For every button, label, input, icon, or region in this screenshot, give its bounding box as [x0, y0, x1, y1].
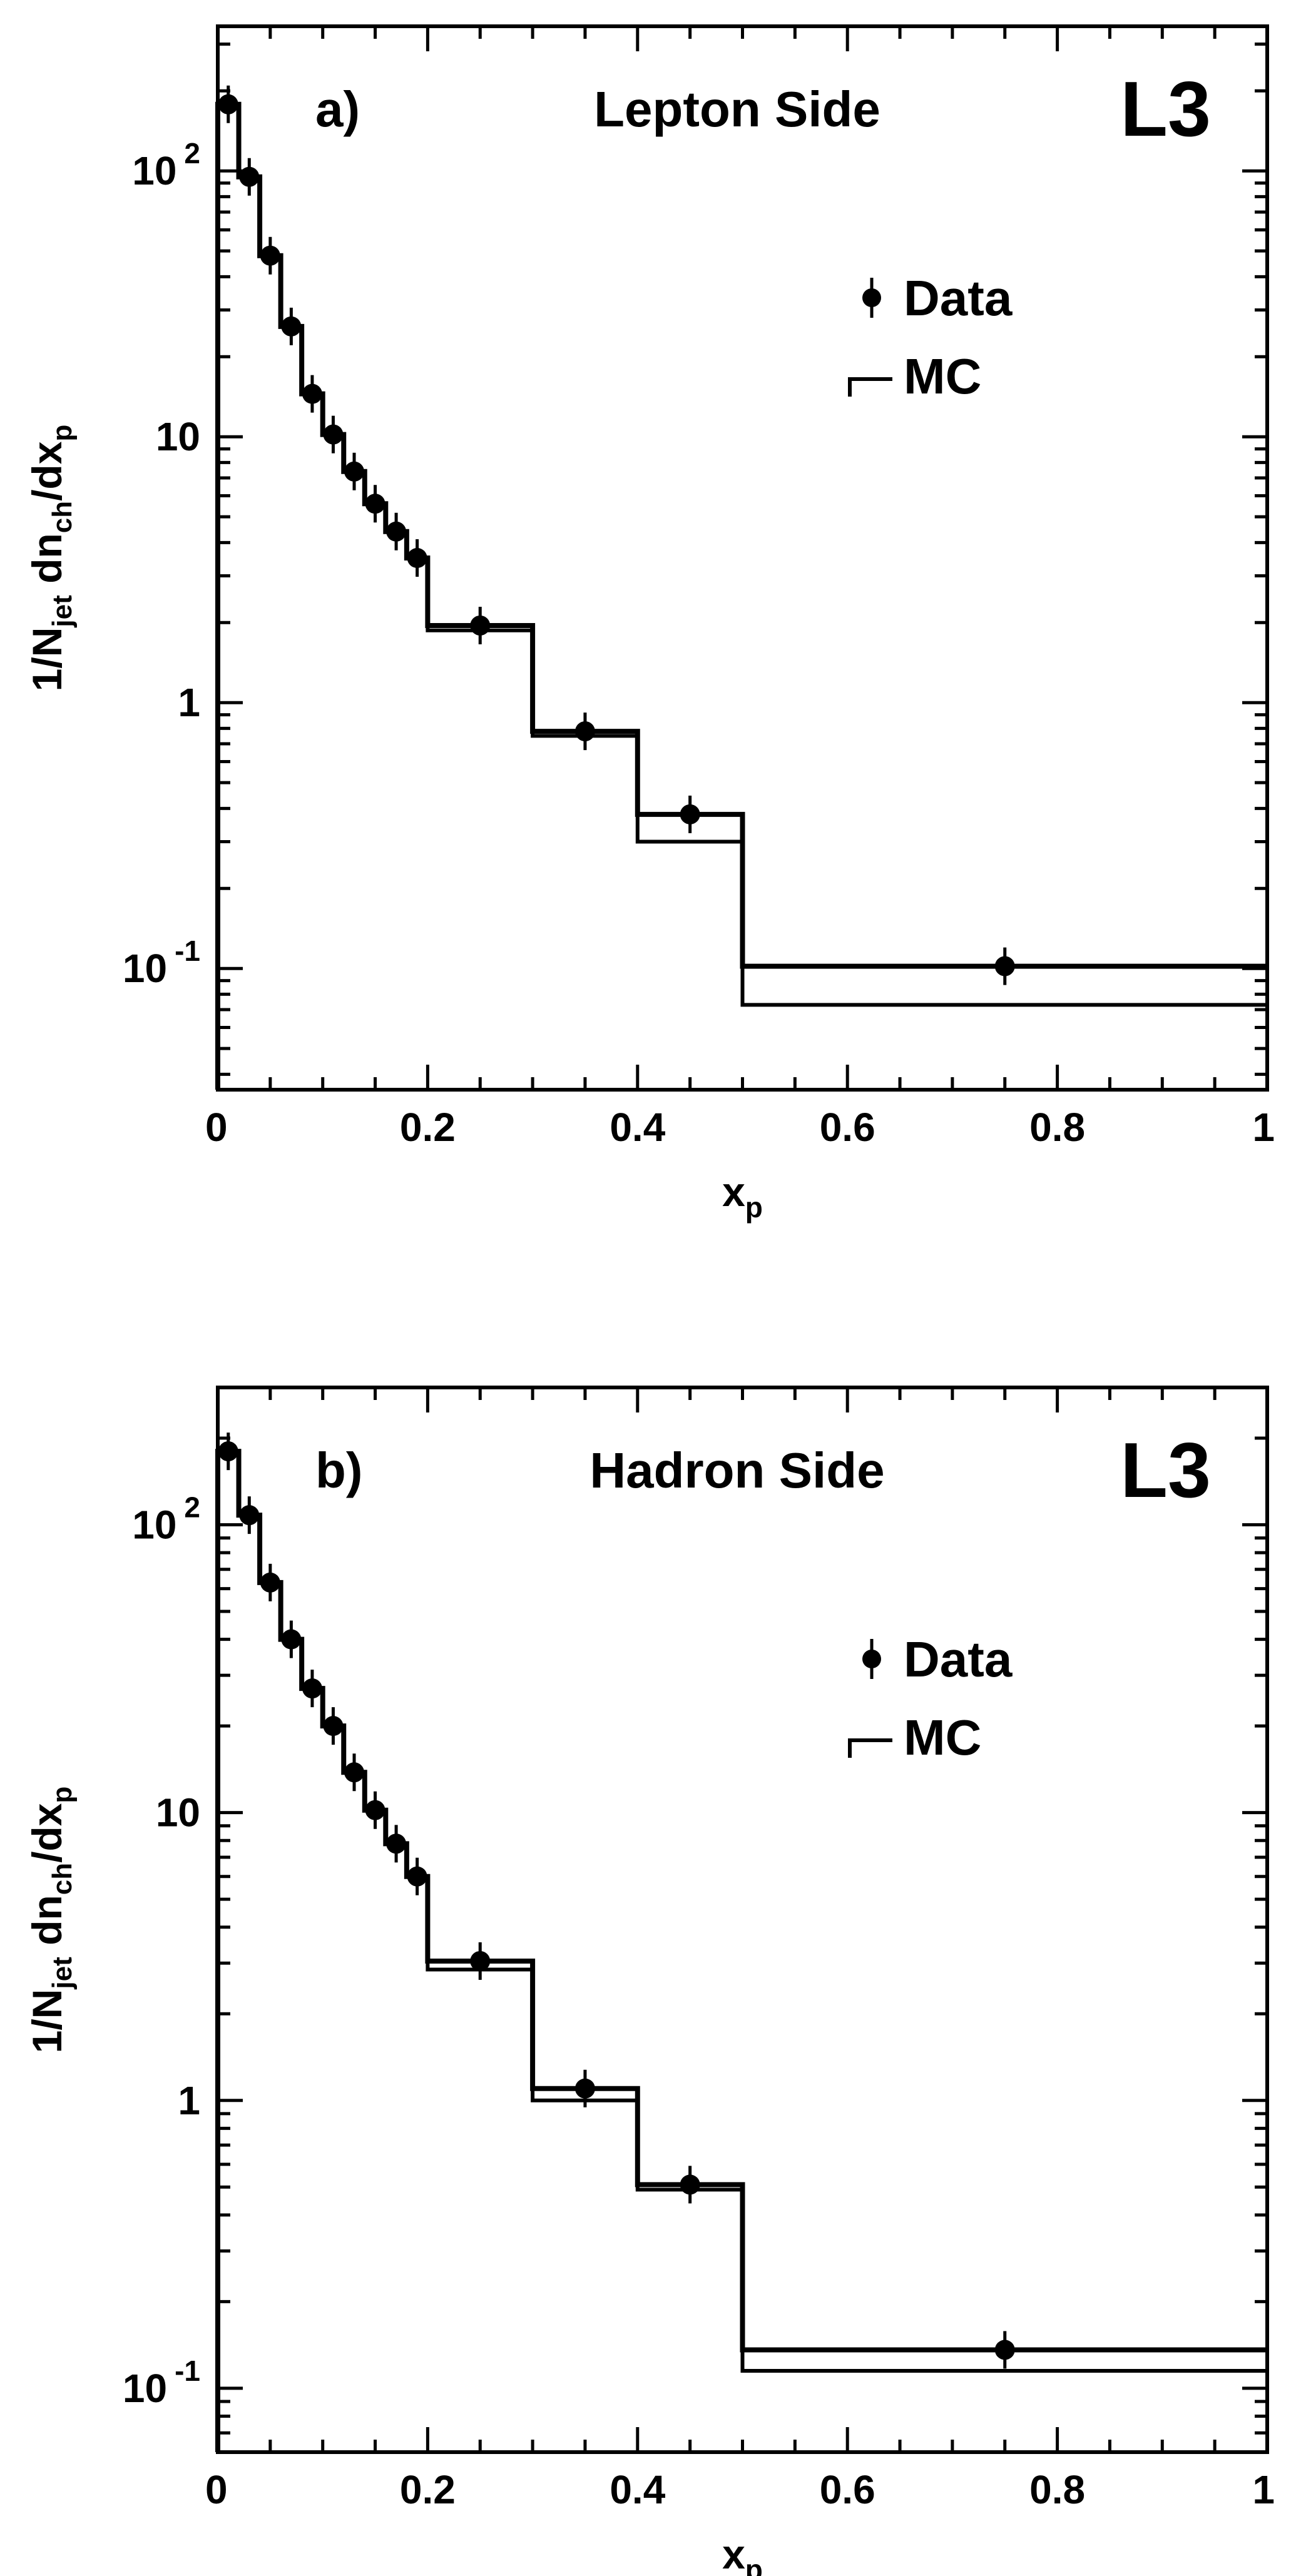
- y-axis-title: 1/Njet dnch/dxp: [24, 425, 78, 692]
- data-point: [260, 245, 280, 266]
- y-tick-base: 10: [123, 946, 167, 991]
- legend-mc-label: MC: [904, 348, 981, 404]
- y-tick-label: 10: [156, 414, 200, 459]
- data-point: [323, 424, 344, 445]
- y-axis-title-part: dn: [24, 533, 70, 595]
- data-point: [386, 521, 407, 542]
- data-point: [239, 1505, 260, 1526]
- experiment-label: L3: [1120, 1427, 1211, 1514]
- y-tick-base: 10: [132, 1503, 176, 1548]
- y-tick-base: 10: [132, 148, 176, 193]
- data-point: [239, 166, 260, 187]
- data-point: [407, 548, 427, 568]
- experiment-label: L3: [1120, 66, 1211, 153]
- data-point: [302, 1678, 322, 1699]
- panel-label: b): [315, 1443, 363, 1498]
- y-tick-label: 10: [156, 1790, 200, 1835]
- y-tick-exponent: -1: [175, 2355, 200, 2387]
- legend-data-label: Data: [904, 1631, 1013, 1687]
- data-point: [574, 721, 595, 742]
- data-point: [574, 2078, 595, 2099]
- x-axis-title: xp: [722, 1169, 763, 1224]
- data-point: [470, 1950, 491, 1971]
- legend-mc-label: MC: [904, 1710, 981, 1765]
- data-point: [218, 94, 238, 114]
- data-point: [281, 316, 302, 337]
- data-point: [365, 494, 385, 514]
- y-axis-title-sub: p: [47, 425, 78, 442]
- data-histogram: [215, 101, 1267, 1090]
- y-tick-label: 10 -1: [123, 2355, 200, 2411]
- x-tick-label: 0.6: [820, 2467, 875, 2512]
- y-tick-base: 10: [156, 414, 200, 459]
- x-tick-label: 0: [205, 2467, 228, 2512]
- y-tick-base: 1: [178, 680, 200, 725]
- data-point: [680, 804, 700, 824]
- data-point: [323, 1716, 344, 1737]
- x-axis-title-main: x: [722, 2531, 745, 2576]
- y-tick-label: 1: [178, 680, 200, 725]
- y-tick-label: 10 2: [132, 1491, 200, 1548]
- x-tick-label: 0.2: [400, 1105, 456, 1150]
- legend-mc-marker: [848, 1738, 892, 1758]
- x-tick-label: 1: [1252, 2467, 1275, 2512]
- data-point: [260, 1572, 280, 1593]
- y-tick-label: 1: [178, 2078, 200, 2123]
- y-tick-label: 10 2: [132, 137, 200, 193]
- legend-data-label: Data: [904, 270, 1013, 326]
- x-axis-title-main: x: [722, 1169, 745, 1215]
- data-point: [680, 2174, 700, 2195]
- y-axis-title-part: dn: [24, 1895, 70, 1957]
- data-point: [281, 1629, 302, 1650]
- panel-title: Lepton Side: [594, 81, 880, 137]
- y-tick-exponent: 2: [184, 1491, 200, 1524]
- y-axis-title-sub: ch: [47, 501, 78, 533]
- data-point: [365, 1800, 385, 1820]
- x-axis-title: xp: [722, 2531, 763, 2576]
- data-point: [344, 1762, 365, 1783]
- x-tick-label: 0.8: [1029, 2467, 1085, 2512]
- y-tick-exponent: 2: [184, 137, 200, 170]
- x-tick-label: 0.6: [820, 1105, 875, 1150]
- data-point: [302, 383, 322, 404]
- y-axis-title-part: 1/N: [24, 1989, 70, 2054]
- data-point: [344, 461, 365, 482]
- y-axis-title-part: /dx: [24, 1803, 70, 1863]
- x-tick-label: 0: [205, 1105, 228, 1150]
- panel-title: Hadron Side: [589, 1443, 884, 1498]
- y-tick-base: 10: [156, 1790, 200, 1835]
- legend-mc-marker: [848, 377, 892, 397]
- data-point: [994, 2340, 1015, 2360]
- data-point: [218, 1441, 238, 1462]
- data-point: [994, 956, 1015, 976]
- x-axis-title-sub: p: [745, 1191, 763, 1224]
- y-axis-title-part: 1/N: [24, 627, 70, 692]
- data-point: [407, 1866, 427, 1887]
- data-histogram: [215, 1449, 1267, 2452]
- x-axis-title-sub: p: [745, 2553, 763, 2576]
- y-tick-base: 10: [123, 2366, 167, 2411]
- y-axis-title-sub: jet: [47, 1957, 78, 1990]
- x-tick-label: 0.4: [610, 1105, 665, 1150]
- x-tick-label: 0.4: [610, 2467, 665, 2512]
- y-tick-label: 10 -1: [123, 935, 200, 991]
- y-axis-title-part: /dx: [24, 441, 70, 501]
- x-tick-label: 0.8: [1029, 1105, 1085, 1150]
- data-point: [386, 1833, 407, 1854]
- x-tick-label: 1: [1252, 1105, 1275, 1150]
- y-axis-title-sub: jet: [47, 595, 78, 628]
- data-point: [470, 615, 491, 636]
- x-tick-label: 0.2: [400, 2467, 456, 2512]
- y-axis-title-sub: ch: [47, 1863, 78, 1895]
- y-tick-base: 1: [178, 2078, 200, 2123]
- panel-label: a): [315, 81, 360, 137]
- y-tick-exponent: -1: [175, 935, 200, 967]
- y-axis-title: 1/Njet dnch/dxp: [24, 1787, 78, 2054]
- y-axis-title-sub: p: [47, 1787, 78, 1803]
